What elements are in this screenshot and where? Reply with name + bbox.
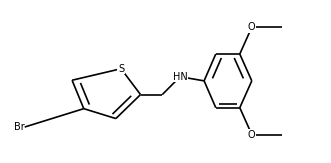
Text: Br: Br bbox=[14, 122, 25, 132]
Text: HN: HN bbox=[173, 72, 187, 82]
Text: S: S bbox=[118, 64, 124, 74]
Text: O: O bbox=[248, 22, 256, 32]
Text: O: O bbox=[248, 130, 256, 140]
